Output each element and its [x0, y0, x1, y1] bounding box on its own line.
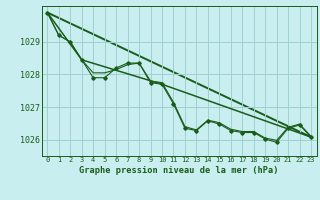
X-axis label: Graphe pression niveau de la mer (hPa): Graphe pression niveau de la mer (hPa) [79, 166, 279, 175]
